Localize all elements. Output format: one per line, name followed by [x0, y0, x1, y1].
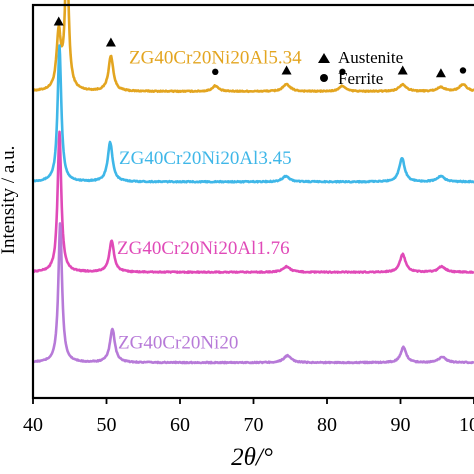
- series-line-3: [32, 222, 474, 365]
- austenite-marker-icon: [281, 65, 292, 75]
- x-tick-label: 40: [23, 414, 43, 436]
- y-axis-label: Intensity / a.u.: [0, 146, 19, 255]
- ferrite-marker-icon: [339, 68, 346, 76]
- series-label-1: ZG40Cr20Ni20Al3.45: [119, 148, 292, 169]
- x-tick-label: 100: [459, 414, 474, 436]
- legend-label-ferrite: Ferrite: [338, 69, 383, 88]
- series-line-1: [32, 44, 474, 184]
- plot-frame: [31, 3, 474, 400]
- x-tick-label: 60: [170, 414, 190, 436]
- series-line-2: [31, 130, 474, 274]
- x-axis-label: 2θ/°: [231, 444, 273, 471]
- x-tick-label: 70: [244, 414, 264, 436]
- series-label-2: ZG40Cr20Ni20Al1.76: [117, 238, 290, 259]
- series-line-0: [32, 0, 474, 94]
- x-tick-label: 50: [97, 414, 117, 436]
- legend: Austenite Ferrite: [318, 48, 403, 88]
- ferrite-marker-icon: [459, 67, 467, 74]
- series-layer: [31, 0, 474, 365]
- series-label-0: ZG40Cr20Ni20Al5.34: [129, 47, 302, 68]
- austenite-marker-icon: [397, 65, 408, 75]
- austenite-marker-icon: [53, 16, 64, 26]
- legend-triangle-icon: [318, 53, 330, 63]
- series-label-layer: ZG40Cr20Ni20Al5.34 ZG40Cr20Ni20Al3.45 ZG40…: [117, 47, 302, 353]
- x-tick-label: 90: [391, 414, 411, 436]
- series-label-3: ZG40Cr20Ni20: [118, 333, 238, 354]
- phase-marker-layer: [53, 16, 467, 78]
- x-tick-label: 80: [317, 414, 337, 436]
- austenite-marker-icon: [435, 68, 446, 78]
- legend-circle-icon: [320, 74, 328, 82]
- austenite-marker-icon: [105, 37, 116, 47]
- x-ticks: 40 50 60 70 80 90 100: [23, 398, 474, 436]
- legend-label-austenite: Austenite: [338, 48, 403, 67]
- ferrite-marker-icon: [212, 68, 219, 76]
